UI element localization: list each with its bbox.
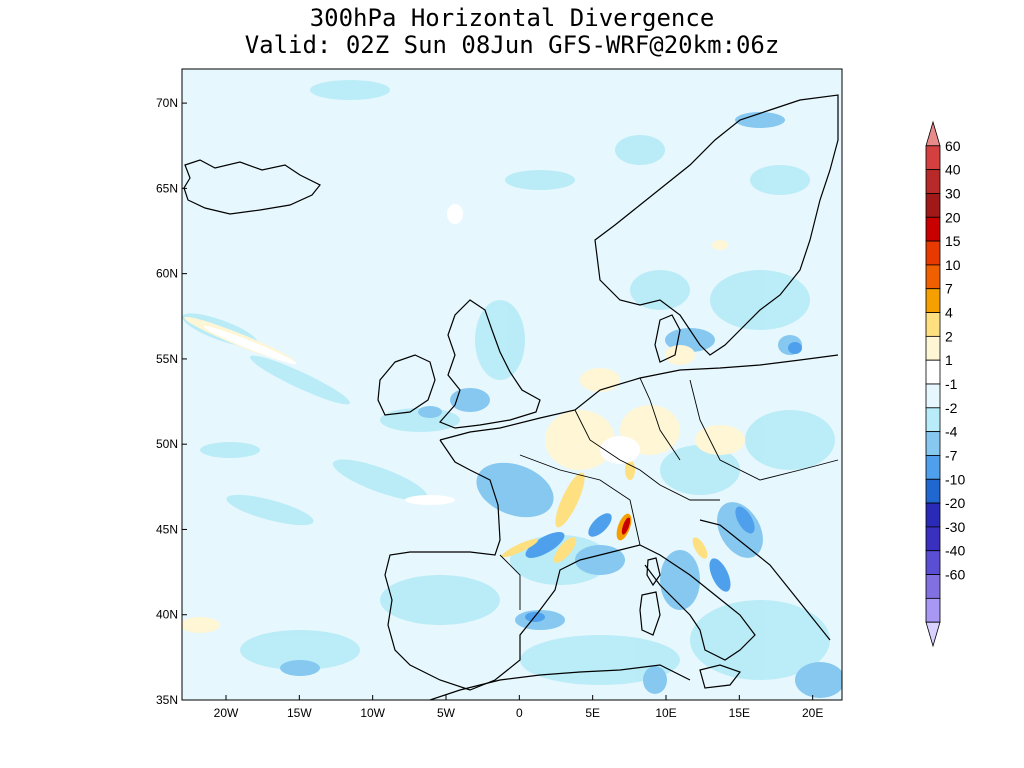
- x-tick-label: 0: [516, 706, 523, 720]
- x-tick-label: 15E: [729, 706, 750, 720]
- colorbar-label: 15: [945, 233, 961, 249]
- colorbar-label: -2: [945, 400, 958, 416]
- colorbar-segment: [925, 597, 941, 623]
- colorbar-segment: [925, 502, 941, 528]
- colorbar-segment: [925, 193, 941, 218]
- colorbar-segment: [925, 359, 941, 385]
- x-tick-label: 5E: [585, 706, 600, 720]
- colorbar-segment: [925, 431, 941, 456]
- colorbar-label: 40: [945, 162, 961, 178]
- colorbar-segment: [925, 383, 941, 409]
- colorbar-label: -1: [945, 376, 958, 392]
- x-tick-label: 10E: [655, 706, 676, 720]
- colorbar-segment: [925, 288, 941, 313]
- colorbar-bottom-arrow: [925, 621, 941, 648]
- colorbar-segment: [925, 312, 941, 337]
- map-subtitle: Valid: 02Z Sun 08Jun GFS-WRF@20km:06z: [244, 31, 780, 59]
- x-tick-label: 20E: [802, 706, 823, 720]
- colorbar-segment: [925, 145, 941, 171]
- colorbar-label: 2: [945, 328, 953, 344]
- colorbar-label: -4: [945, 424, 958, 440]
- colorbar-segment: [925, 455, 941, 480]
- colorbar-segment: [925, 526, 941, 552]
- colorbar-label: -30: [945, 519, 965, 535]
- colorbar-segment: [925, 216, 941, 242]
- colorbar-legend: 60 40 30 20 15 10 7 4 2 1 -1 -2 -4 -7 -10 -20 -30 -40 -60: [925, 120, 965, 648]
- colorbar-label: 4: [945, 305, 953, 321]
- colorbar-segment: [925, 169, 941, 194]
- x-tick-label: 15W: [287, 706, 312, 720]
- x-axis: 20W 15W 10W 5W 0 5E 10E 15E 20E: [214, 695, 823, 720]
- y-tick-label: 60N: [156, 267, 178, 281]
- map-frame: [181, 68, 843, 701]
- y-tick-label: 35N: [156, 693, 178, 707]
- colorbar-segment: [925, 574, 941, 599]
- y-tick-label: 50N: [156, 437, 178, 451]
- colorbar-segment: [925, 478, 941, 504]
- x-tick-label: 20W: [214, 706, 239, 720]
- colorbar-label: -20: [945, 495, 965, 511]
- colorbar-segment: [925, 550, 941, 575]
- y-tick-label: 40N: [156, 608, 178, 622]
- colorbar-label: -60: [945, 567, 965, 583]
- colorbar-label: 10: [945, 257, 961, 273]
- colorbar-label: 20: [945, 209, 961, 225]
- colorbar-label: -7: [945, 447, 958, 463]
- colorbar-label: -10: [945, 471, 965, 487]
- colorbar-segment: [925, 335, 941, 361]
- colorbar-segment: [925, 407, 941, 433]
- y-axis: 70N 65N 60N 55N 50N 45N 40N 35N: [156, 96, 187, 707]
- colorbar-top-arrow: [925, 120, 941, 147]
- y-tick-label: 65N: [156, 181, 178, 195]
- colorbar-label: 30: [945, 185, 961, 201]
- colorbar-segment: [925, 264, 941, 290]
- colorbar-label: -40: [945, 543, 965, 559]
- y-tick-label: 45N: [156, 522, 178, 536]
- coastlines: [183, 94, 839, 700]
- colorbar-label: 1: [945, 352, 953, 368]
- colorbar-segment: [925, 240, 941, 266]
- colorbar-label: 7: [945, 281, 953, 297]
- x-tick-label: 5W: [437, 706, 456, 720]
- map-title: 300hPa Horizontal Divergence: [309, 4, 715, 32]
- y-tick-label: 70N: [156, 96, 178, 110]
- colorbar-label: 60: [945, 138, 961, 154]
- y-tick-label: 55N: [156, 352, 178, 366]
- x-tick-label: 10W: [360, 706, 385, 720]
